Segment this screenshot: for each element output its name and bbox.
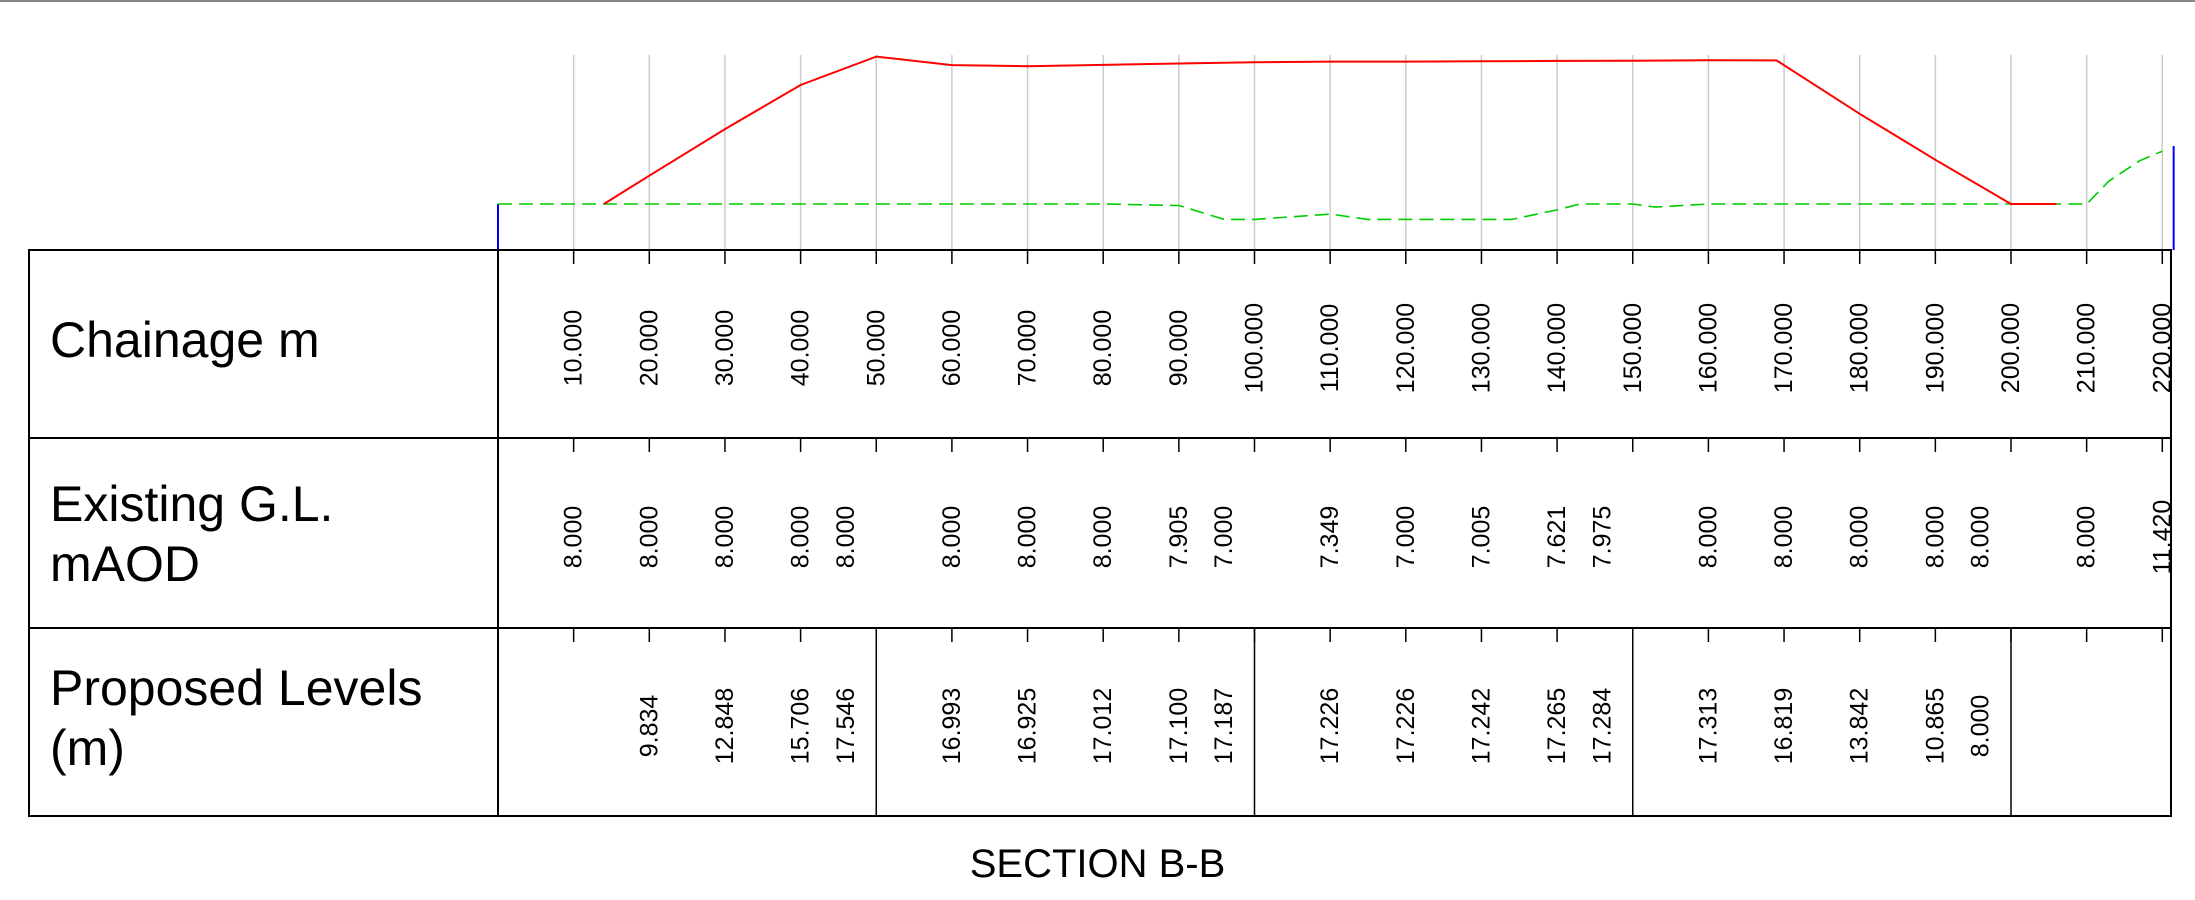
- proposed-level-value: 16.993: [938, 688, 966, 764]
- chainage-gridlines: [572, 55, 2164, 250]
- existing-gl-value: 7.905: [1165, 506, 1193, 569]
- existing-gl-value: 8.000: [1014, 506, 1042, 569]
- chainage-value: 210.000: [2073, 303, 2101, 393]
- existing-gl-value: 7.000: [1210, 506, 1238, 569]
- existing-ground-line: [498, 150, 2163, 221]
- proposed-level-value: 13.842: [1846, 688, 1874, 764]
- proposed-level-value: 8.000: [1967, 695, 1995, 758]
- section-title: SECTION B-B: [969, 842, 1226, 886]
- chainage-value: 40.000: [787, 310, 815, 386]
- proposed-levels-row-label: Proposed Levels (m): [50, 658, 422, 778]
- proposed-level-value: 17.100: [1165, 688, 1193, 764]
- table-ticks: [572, 250, 2164, 642]
- proposed-level-value: 17.012: [1089, 688, 1117, 764]
- chainage-value: 190.000: [1921, 303, 1949, 393]
- proposed-level-value: 17.313: [1694, 688, 1722, 764]
- proposed-level-value: 17.226: [1316, 688, 1344, 764]
- top-border: [0, 0, 2195, 2]
- chainage-value: 130.000: [1467, 303, 1495, 393]
- existing-gl-value: 8.000: [832, 506, 860, 569]
- chainage-value: 220.000: [2148, 303, 2176, 393]
- existing-gl-value: 7.349: [1316, 506, 1344, 569]
- existing-gl-value: 8.000: [560, 506, 588, 569]
- existing-gl-value: 8.000: [635, 506, 663, 569]
- proposed-level-value: 17.187: [1210, 688, 1238, 764]
- existing-gl-value: 7.000: [1392, 506, 1420, 569]
- existing-gl-label-line1: Existing G.L.: [50, 476, 334, 532]
- existing-gl-value: 8.000: [1694, 506, 1722, 569]
- table-values: 10.000 20.000 30.000 40.000 50.000 60.000 70.0…: [560, 303, 2177, 764]
- existing-gl-value: 8.000: [1921, 506, 1949, 569]
- level-profiles: [497, 55, 2175, 250]
- chainage-value: 150.000: [1619, 303, 1647, 393]
- chainage-value: 200.000: [1997, 303, 2025, 393]
- proposed-level-value: 15.706: [787, 688, 815, 764]
- chainage-value: 50.000: [862, 310, 890, 386]
- existing-gl-value: 8.000: [1770, 506, 1798, 569]
- proposed-level-value: 17.226: [1392, 688, 1420, 764]
- existing-gl-value: 8.000: [2073, 506, 2101, 569]
- proposed-level-value: 17.265: [1543, 688, 1571, 764]
- chainage-value: 10.000: [560, 310, 588, 386]
- chainage-value: 180.000: [1846, 303, 1874, 393]
- proposed-level-value: 10.865: [1921, 688, 1949, 764]
- data-table: [28, 249, 2172, 817]
- existing-gl-label-line2: mAOD: [50, 536, 200, 592]
- existing-gl-value: 11.420: [2148, 500, 2176, 575]
- chainage-value: 70.000: [1014, 310, 1042, 386]
- proposed-level-value: 17.546: [832, 688, 860, 764]
- existing-gl-value: 8.000: [787, 506, 815, 569]
- proposed-level-value: 16.819: [1770, 688, 1798, 764]
- existing-gl-value: 8.000: [1846, 506, 1874, 569]
- chainage-value: 120.000: [1392, 303, 1420, 393]
- proposed-label-line1: Proposed Levels: [50, 660, 423, 716]
- chainage-row-label: Chainage m: [50, 312, 320, 368]
- proposed-level-value: 17.284: [1588, 688, 1616, 765]
- chainage-value: 110.000: [1316, 304, 1344, 393]
- chainage-value: 60.000: [938, 310, 966, 386]
- chainage-value: 170.000: [1770, 303, 1798, 393]
- existing-gl-value: 7.621: [1543, 506, 1571, 569]
- chainage-value: 90.000: [1165, 310, 1193, 386]
- proposed-level-value: 16.925: [1014, 688, 1042, 764]
- existing-gl-value: 8.000: [711, 506, 739, 569]
- existing-gl-value: 8.000: [1967, 506, 1995, 569]
- existing-gl-row-label: Existing G.L. mAOD: [50, 474, 333, 594]
- existing-gl-value: 7.005: [1467, 506, 1495, 569]
- chainage-value: 20.000: [635, 310, 663, 386]
- existing-gl-value: 8.000: [1089, 506, 1117, 569]
- chainage-value: 30.000: [711, 310, 739, 386]
- existing-gl-value: 7.975: [1588, 506, 1616, 569]
- proposed-level-line: [603, 55, 2057, 205]
- proposed-level-value: 9.834: [635, 695, 663, 758]
- existing-gl-value: 8.000: [938, 506, 966, 569]
- proposed-level-value: 17.242: [1467, 688, 1495, 764]
- chainage-value: 80.000: [1089, 310, 1117, 386]
- proposed-level-value: 12.848: [711, 688, 739, 764]
- proposed-label-line2: (m): [50, 720, 125, 776]
- chainage-value: 100.000: [1241, 303, 1269, 393]
- table-frame: [28, 249, 2172, 817]
- chainage-value: 140.000: [1543, 303, 1571, 393]
- chainage-value: 160.000: [1694, 303, 1722, 393]
